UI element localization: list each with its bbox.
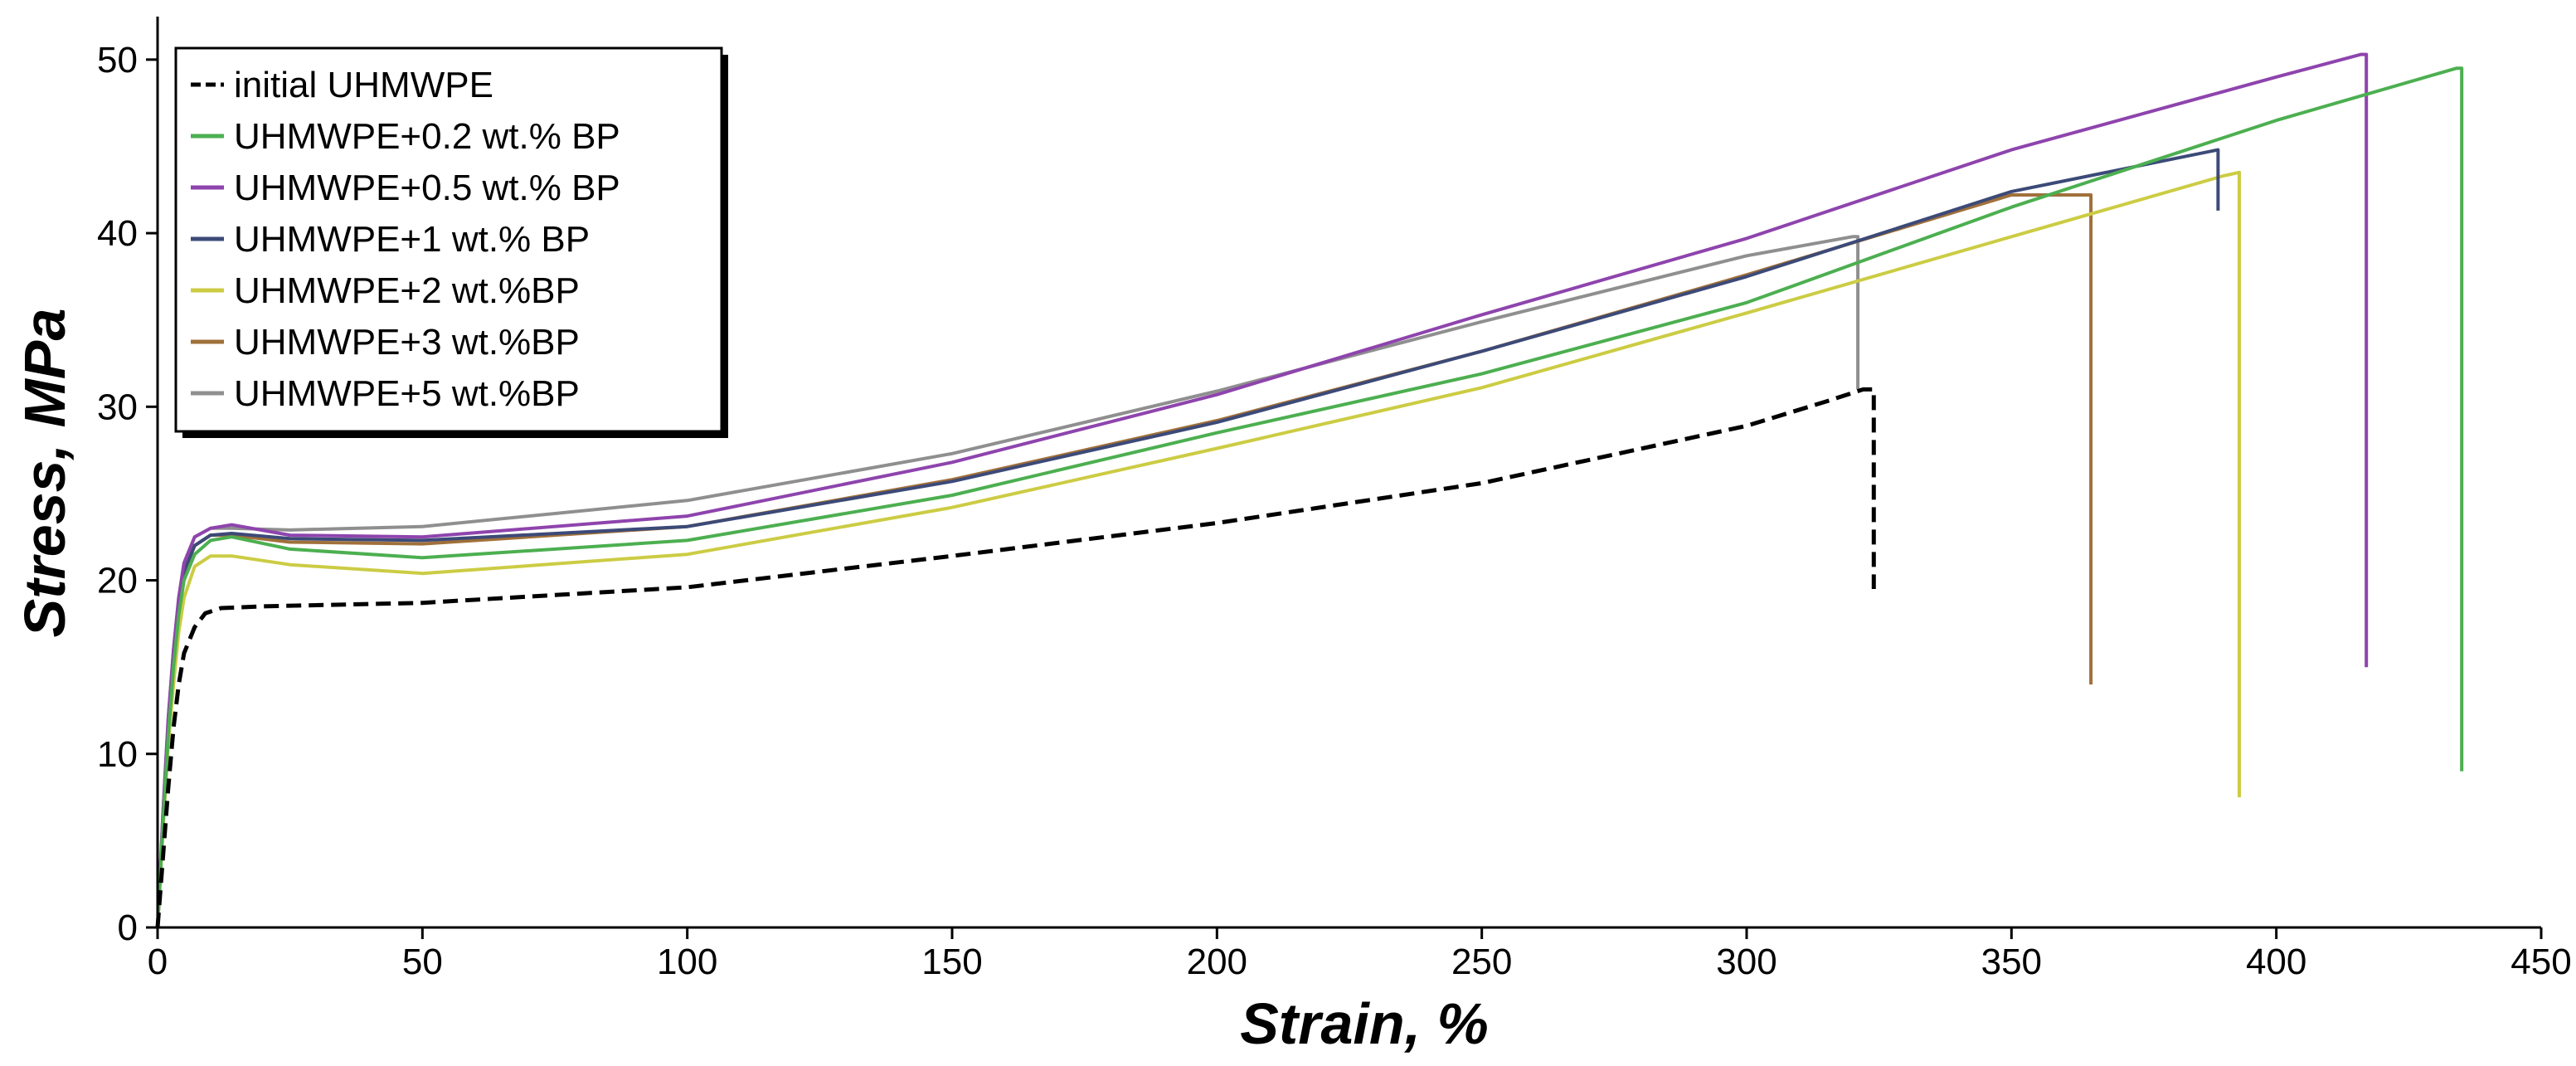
- series-line-0: [155, 387, 1876, 928]
- y-tick-label: 40: [97, 213, 138, 254]
- plot-area: [155, 52, 2464, 928]
- legend-label: UHMWPE+0.5 wt.% BP: [234, 168, 620, 208]
- legend-label: UHMWPE+1 wt.% BP: [234, 219, 590, 260]
- x-tick-label: 450: [2510, 942, 2571, 982]
- y-tick-label: 0: [118, 908, 138, 948]
- legend-label: UHMWPE+0.2 wt.% BP: [234, 116, 620, 157]
- y-tick-label: 50: [97, 40, 138, 80]
- x-tick-label: 200: [1187, 942, 1247, 982]
- x-tick-label: 150: [921, 942, 982, 982]
- y-tick-label: 30: [97, 387, 138, 427]
- legend: initial UHMWPE UHMWPE+0.2 wt.% BP UHMWPE+0…: [174, 46, 728, 438]
- x-tick-label: 250: [1451, 942, 1512, 982]
- x-tick-label: 50: [402, 942, 443, 982]
- x-tick-label: 400: [2246, 942, 2306, 982]
- x-axis-title: Strain, %: [1240, 991, 1489, 1056]
- legend-label: UHMWPE+2 wt.%BP: [234, 270, 580, 311]
- x-tick-label: 350: [1981, 942, 2042, 982]
- series-line-2: [156, 52, 2369, 928]
- legend-label: UHMWPE+3 wt.%BP: [234, 322, 580, 363]
- y-tick-label: 20: [97, 561, 138, 601]
- x-tick-label: 100: [657, 942, 717, 982]
- x-tick-label: 0: [148, 942, 168, 982]
- series-line-1: [156, 66, 2464, 928]
- x-tick-label: 300: [1716, 942, 1776, 982]
- y-tick-label: 10: [97, 734, 138, 775]
- y-axis-title: Stress, MPa: [12, 309, 77, 638]
- axes: 0 50 100 150 200 250 300 350 400 450 0 10 20 30 40 50: [97, 17, 2572, 982]
- legend-label: initial UHMWPE: [234, 65, 493, 105]
- legend-label: UHMWPE+5 wt.%BP: [234, 373, 580, 414]
- legend-box: [174, 46, 723, 433]
